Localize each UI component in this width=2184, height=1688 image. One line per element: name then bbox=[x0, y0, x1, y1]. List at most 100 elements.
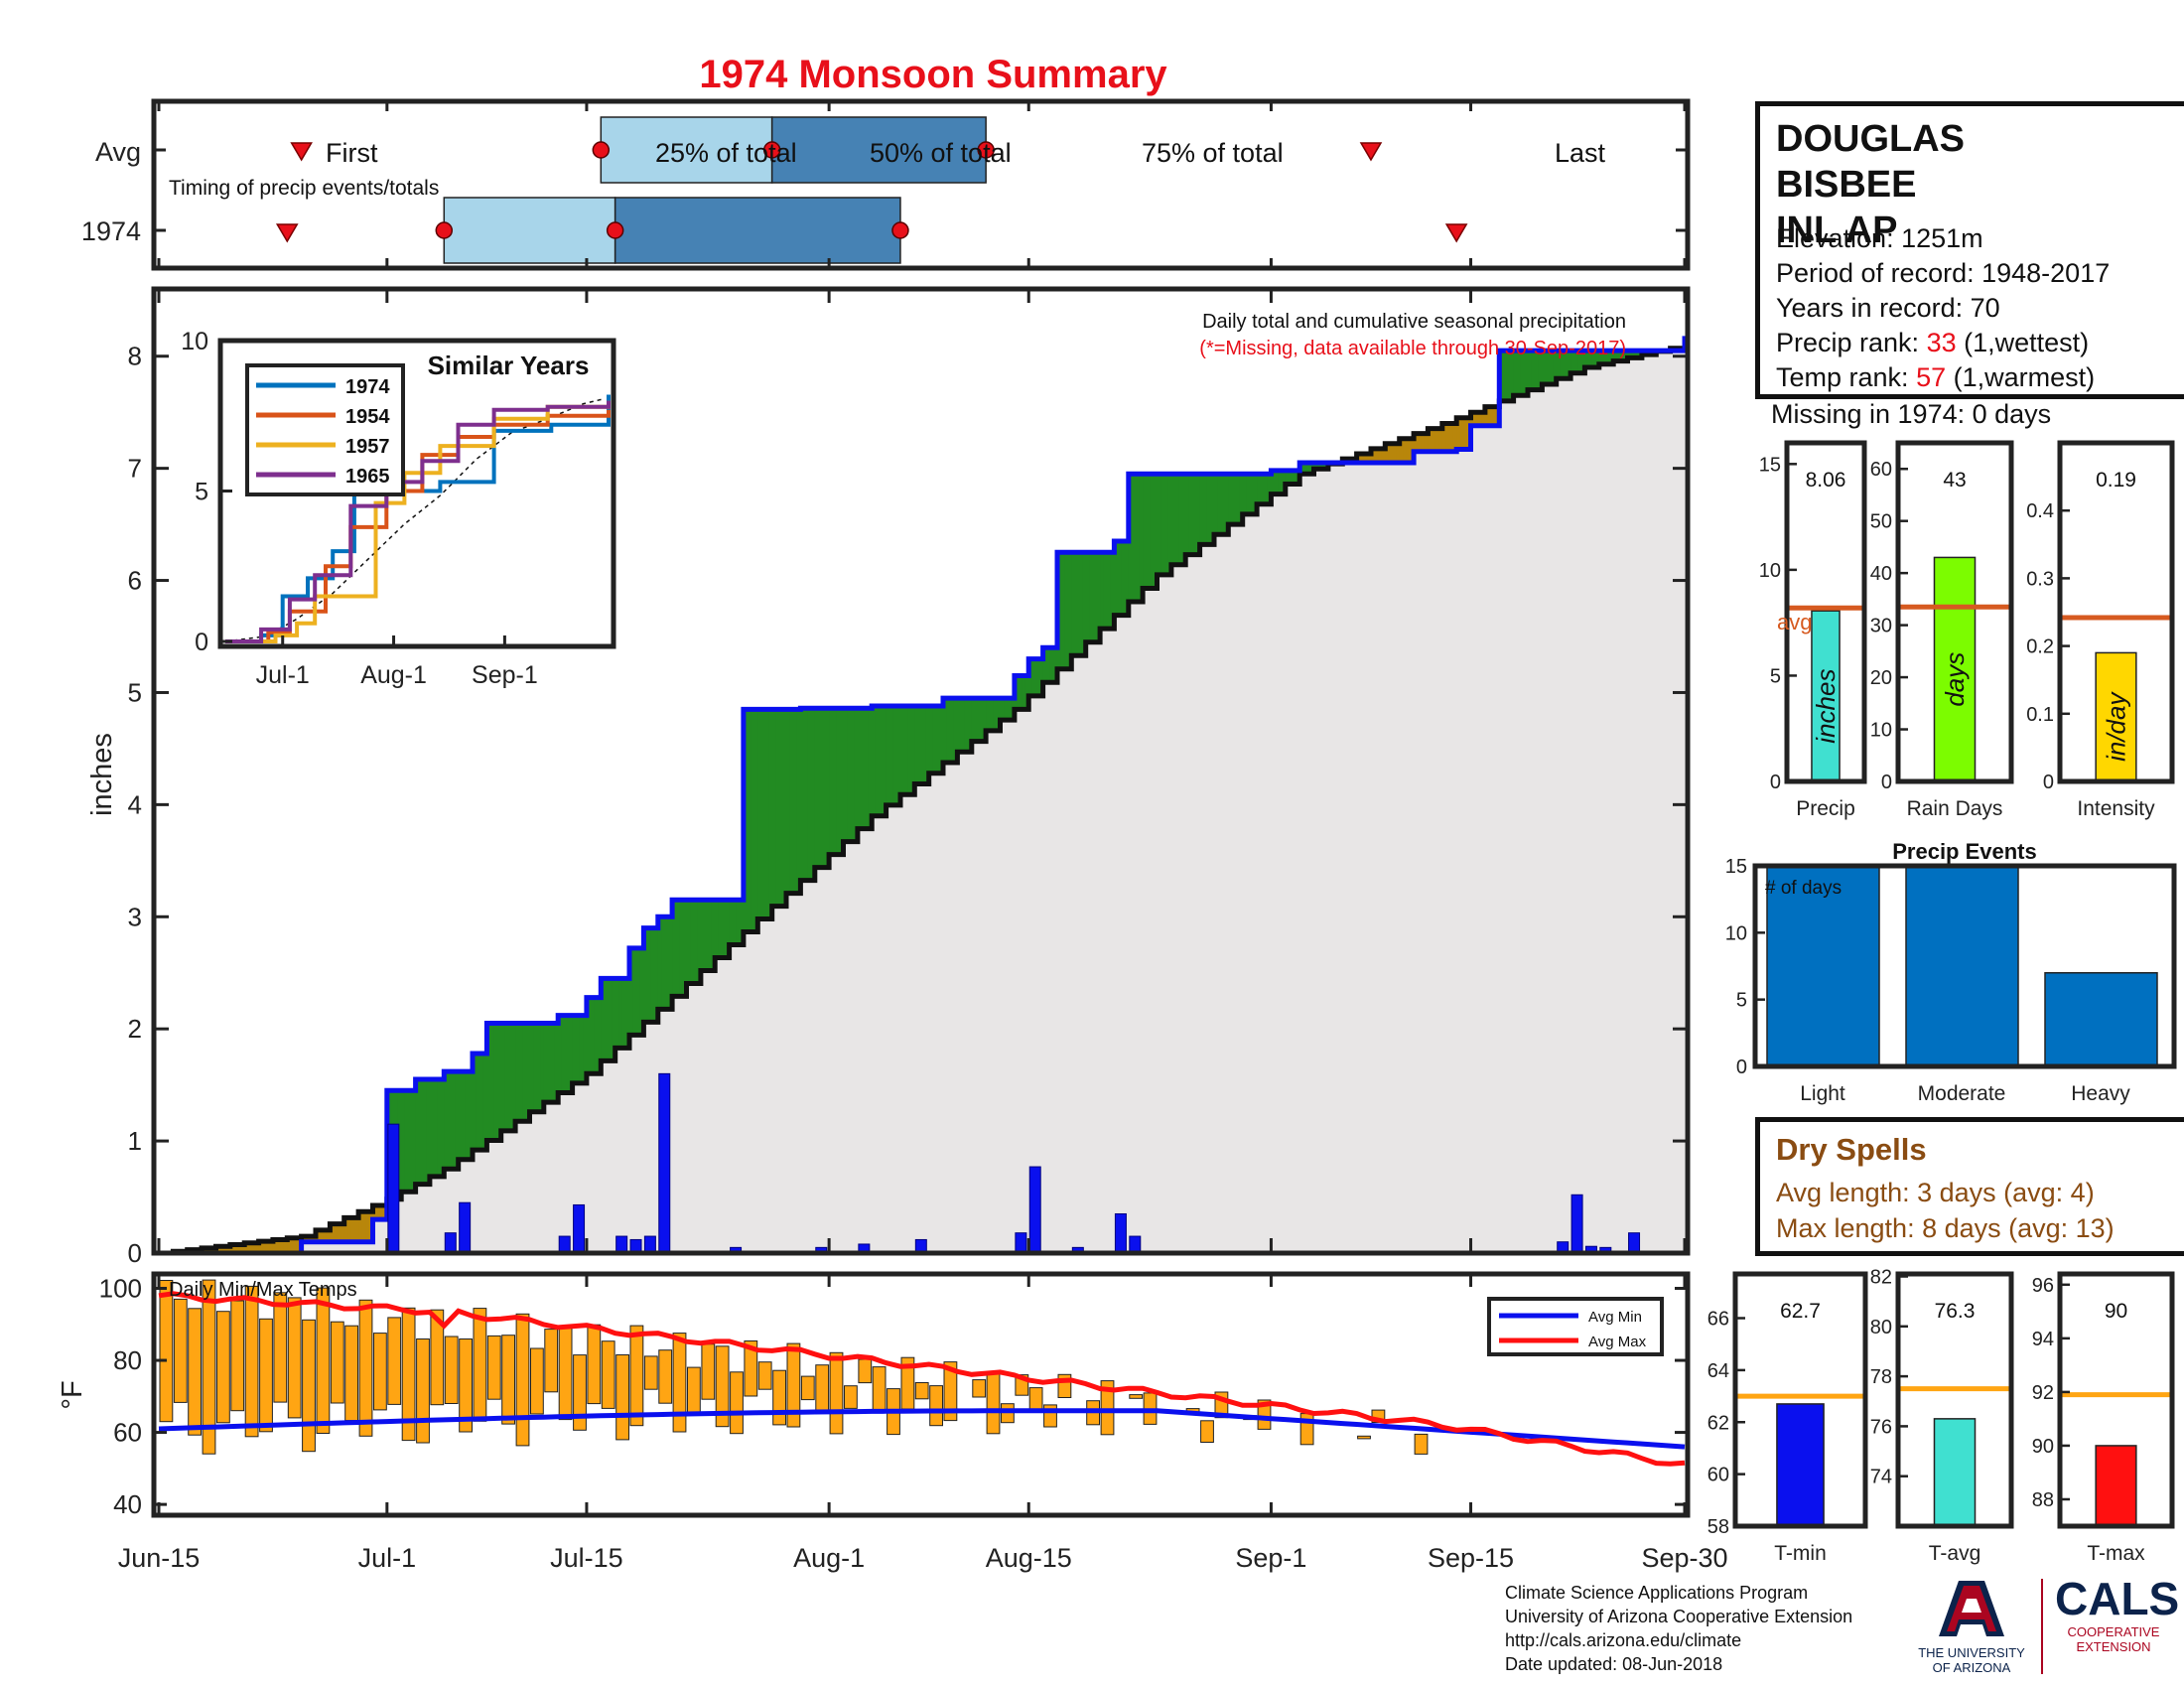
above-avg-fill bbox=[907, 706, 912, 795]
above-avg-fill bbox=[647, 927, 652, 1023]
above-avg-fill bbox=[1031, 658, 1036, 696]
above-avg-fill bbox=[993, 698, 998, 731]
above-avg-fill bbox=[1022, 675, 1026, 710]
inset-frame bbox=[217, 338, 616, 649]
daily-temp-bar bbox=[929, 1385, 944, 1427]
credits-line3[interactable]: http://cals.arizona.edu/climate bbox=[1505, 1630, 1742, 1650]
below-avg-fill bbox=[1488, 406, 1493, 426]
ua-logo: THE UNIVERSITY OF ARIZONA bbox=[1916, 1577, 2027, 1675]
daily-temp-bar bbox=[558, 1325, 573, 1421]
daily-temp-bar bbox=[188, 1308, 202, 1436]
below-avg-fill bbox=[233, 1244, 238, 1253]
timing-avg-box-25-50 bbox=[600, 116, 773, 184]
inset-ytick-label: 0 bbox=[195, 629, 208, 656]
precip-events-chart: Light Moderate Heavy 0 5 10 15 Precip Events # o… bbox=[1725, 839, 2177, 1105]
raindays-ytick-label: 30 bbox=[1870, 616, 1892, 637]
below-avg-fill bbox=[1456, 417, 1461, 450]
above-avg-fill bbox=[650, 927, 655, 1023]
above-avg-fill bbox=[832, 708, 837, 855]
above-avg-fill bbox=[722, 900, 727, 958]
daily-temp-bar bbox=[459, 1338, 474, 1433]
above-avg-fill bbox=[1000, 698, 1005, 721]
above-avg-fill bbox=[1185, 474, 1190, 555]
above-avg-fill bbox=[1146, 474, 1151, 589]
above-avg-fill bbox=[657, 916, 662, 1010]
above-avg-fill bbox=[612, 978, 616, 1061]
above-avg-fill bbox=[1042, 647, 1047, 683]
above-avg-fill bbox=[821, 708, 827, 868]
below-avg-fill bbox=[1459, 417, 1464, 450]
above-avg-fill bbox=[558, 1015, 563, 1093]
ua-block-a-icon bbox=[1939, 1581, 2004, 1636]
above-avg-fill bbox=[682, 900, 688, 997]
above-avg-fill bbox=[625, 978, 630, 1049]
timing-year-box-25-50 bbox=[443, 197, 616, 264]
timing-row-label-avg: Avg bbox=[95, 137, 141, 167]
above-avg-fill bbox=[579, 1015, 584, 1083]
daily-precip-bar bbox=[615, 1235, 628, 1254]
daily-temp-bar bbox=[1257, 1399, 1272, 1430]
avg-min-temp-line bbox=[158, 1408, 1686, 1450]
above-avg-fill bbox=[771, 709, 776, 907]
below-avg-fill bbox=[1381, 448, 1386, 463]
daily-temp-bar bbox=[259, 1318, 273, 1433]
above-avg-fill bbox=[1178, 474, 1183, 565]
above-avg-fill bbox=[1018, 675, 1023, 710]
timing-label-p75: 75% of total bbox=[1142, 138, 1284, 168]
daily-precip-bar bbox=[573, 1203, 586, 1254]
above-avg-fill bbox=[921, 706, 926, 784]
above-avg-fill bbox=[632, 947, 637, 1036]
below-avg-fill bbox=[1428, 428, 1433, 452]
above-avg-fill bbox=[1556, 351, 1561, 379]
above-avg-fill bbox=[1067, 552, 1072, 669]
precip-bar-label: inches bbox=[1811, 669, 1841, 744]
daily-temp-bar bbox=[159, 1280, 174, 1423]
above-avg-fill bbox=[883, 706, 887, 816]
timing-year-p75-marker bbox=[891, 221, 909, 239]
above-avg-fill bbox=[497, 1023, 502, 1141]
above-avg-fill bbox=[1007, 698, 1012, 721]
daily-temp-bar bbox=[401, 1307, 416, 1442]
above-avg-fill bbox=[789, 709, 794, 894]
above-avg-fill bbox=[1235, 474, 1240, 525]
above-avg-fill bbox=[700, 900, 706, 971]
above-avg-fill bbox=[482, 1054, 487, 1151]
intensity-xlabel: Intensity bbox=[2077, 797, 2155, 820]
below-avg-fill bbox=[1363, 454, 1368, 463]
above-avg-fill bbox=[594, 997, 599, 1074]
events-frame bbox=[1752, 863, 2177, 1069]
daily-precip-bar bbox=[558, 1235, 571, 1254]
above-avg-fill bbox=[561, 1015, 566, 1093]
below-avg-fill bbox=[1388, 443, 1394, 463]
above-avg-fill bbox=[708, 900, 713, 971]
above-avg-fill bbox=[1631, 351, 1636, 358]
precip-rank-note: (1,wettest) bbox=[1956, 328, 2090, 357]
above-avg-fill bbox=[1302, 463, 1307, 475]
above-avg-fill bbox=[415, 1079, 420, 1185]
above-avg-fill bbox=[569, 1015, 574, 1093]
below-avg-fill bbox=[283, 1239, 288, 1253]
tavg-ytick-label: 78 bbox=[1870, 1366, 1892, 1388]
above-avg-fill bbox=[1267, 474, 1272, 504]
tmax-ytick-label: 92 bbox=[2032, 1382, 2054, 1404]
timing-year-first-marker bbox=[275, 223, 299, 243]
above-avg-fill bbox=[868, 708, 873, 829]
timing-caption: Timing of precip events/totals bbox=[169, 177, 439, 200]
precip-rank-label: Precip rank: bbox=[1776, 328, 1927, 357]
above-avg-fill bbox=[943, 698, 948, 763]
inset-ytick-label: 10 bbox=[181, 328, 208, 355]
above-avg-fill bbox=[804, 708, 809, 881]
daily-temp-bar bbox=[530, 1347, 544, 1415]
above-avg-fill bbox=[982, 698, 987, 742]
tavg-frame bbox=[1895, 1271, 2014, 1529]
above-avg-fill bbox=[1170, 474, 1176, 565]
above-avg-fill bbox=[1167, 474, 1172, 575]
main-note-line2: (*=Missing, data available through 30-Se… bbox=[1199, 338, 1626, 359]
above-avg-fill bbox=[551, 1023, 556, 1103]
above-avg-fill bbox=[511, 1023, 516, 1131]
main-ytick-label: 8 bbox=[128, 342, 142, 371]
above-avg-fill bbox=[1598, 351, 1603, 364]
temps-ylabel: °F bbox=[57, 1380, 88, 1409]
above-avg-fill bbox=[910, 706, 915, 795]
